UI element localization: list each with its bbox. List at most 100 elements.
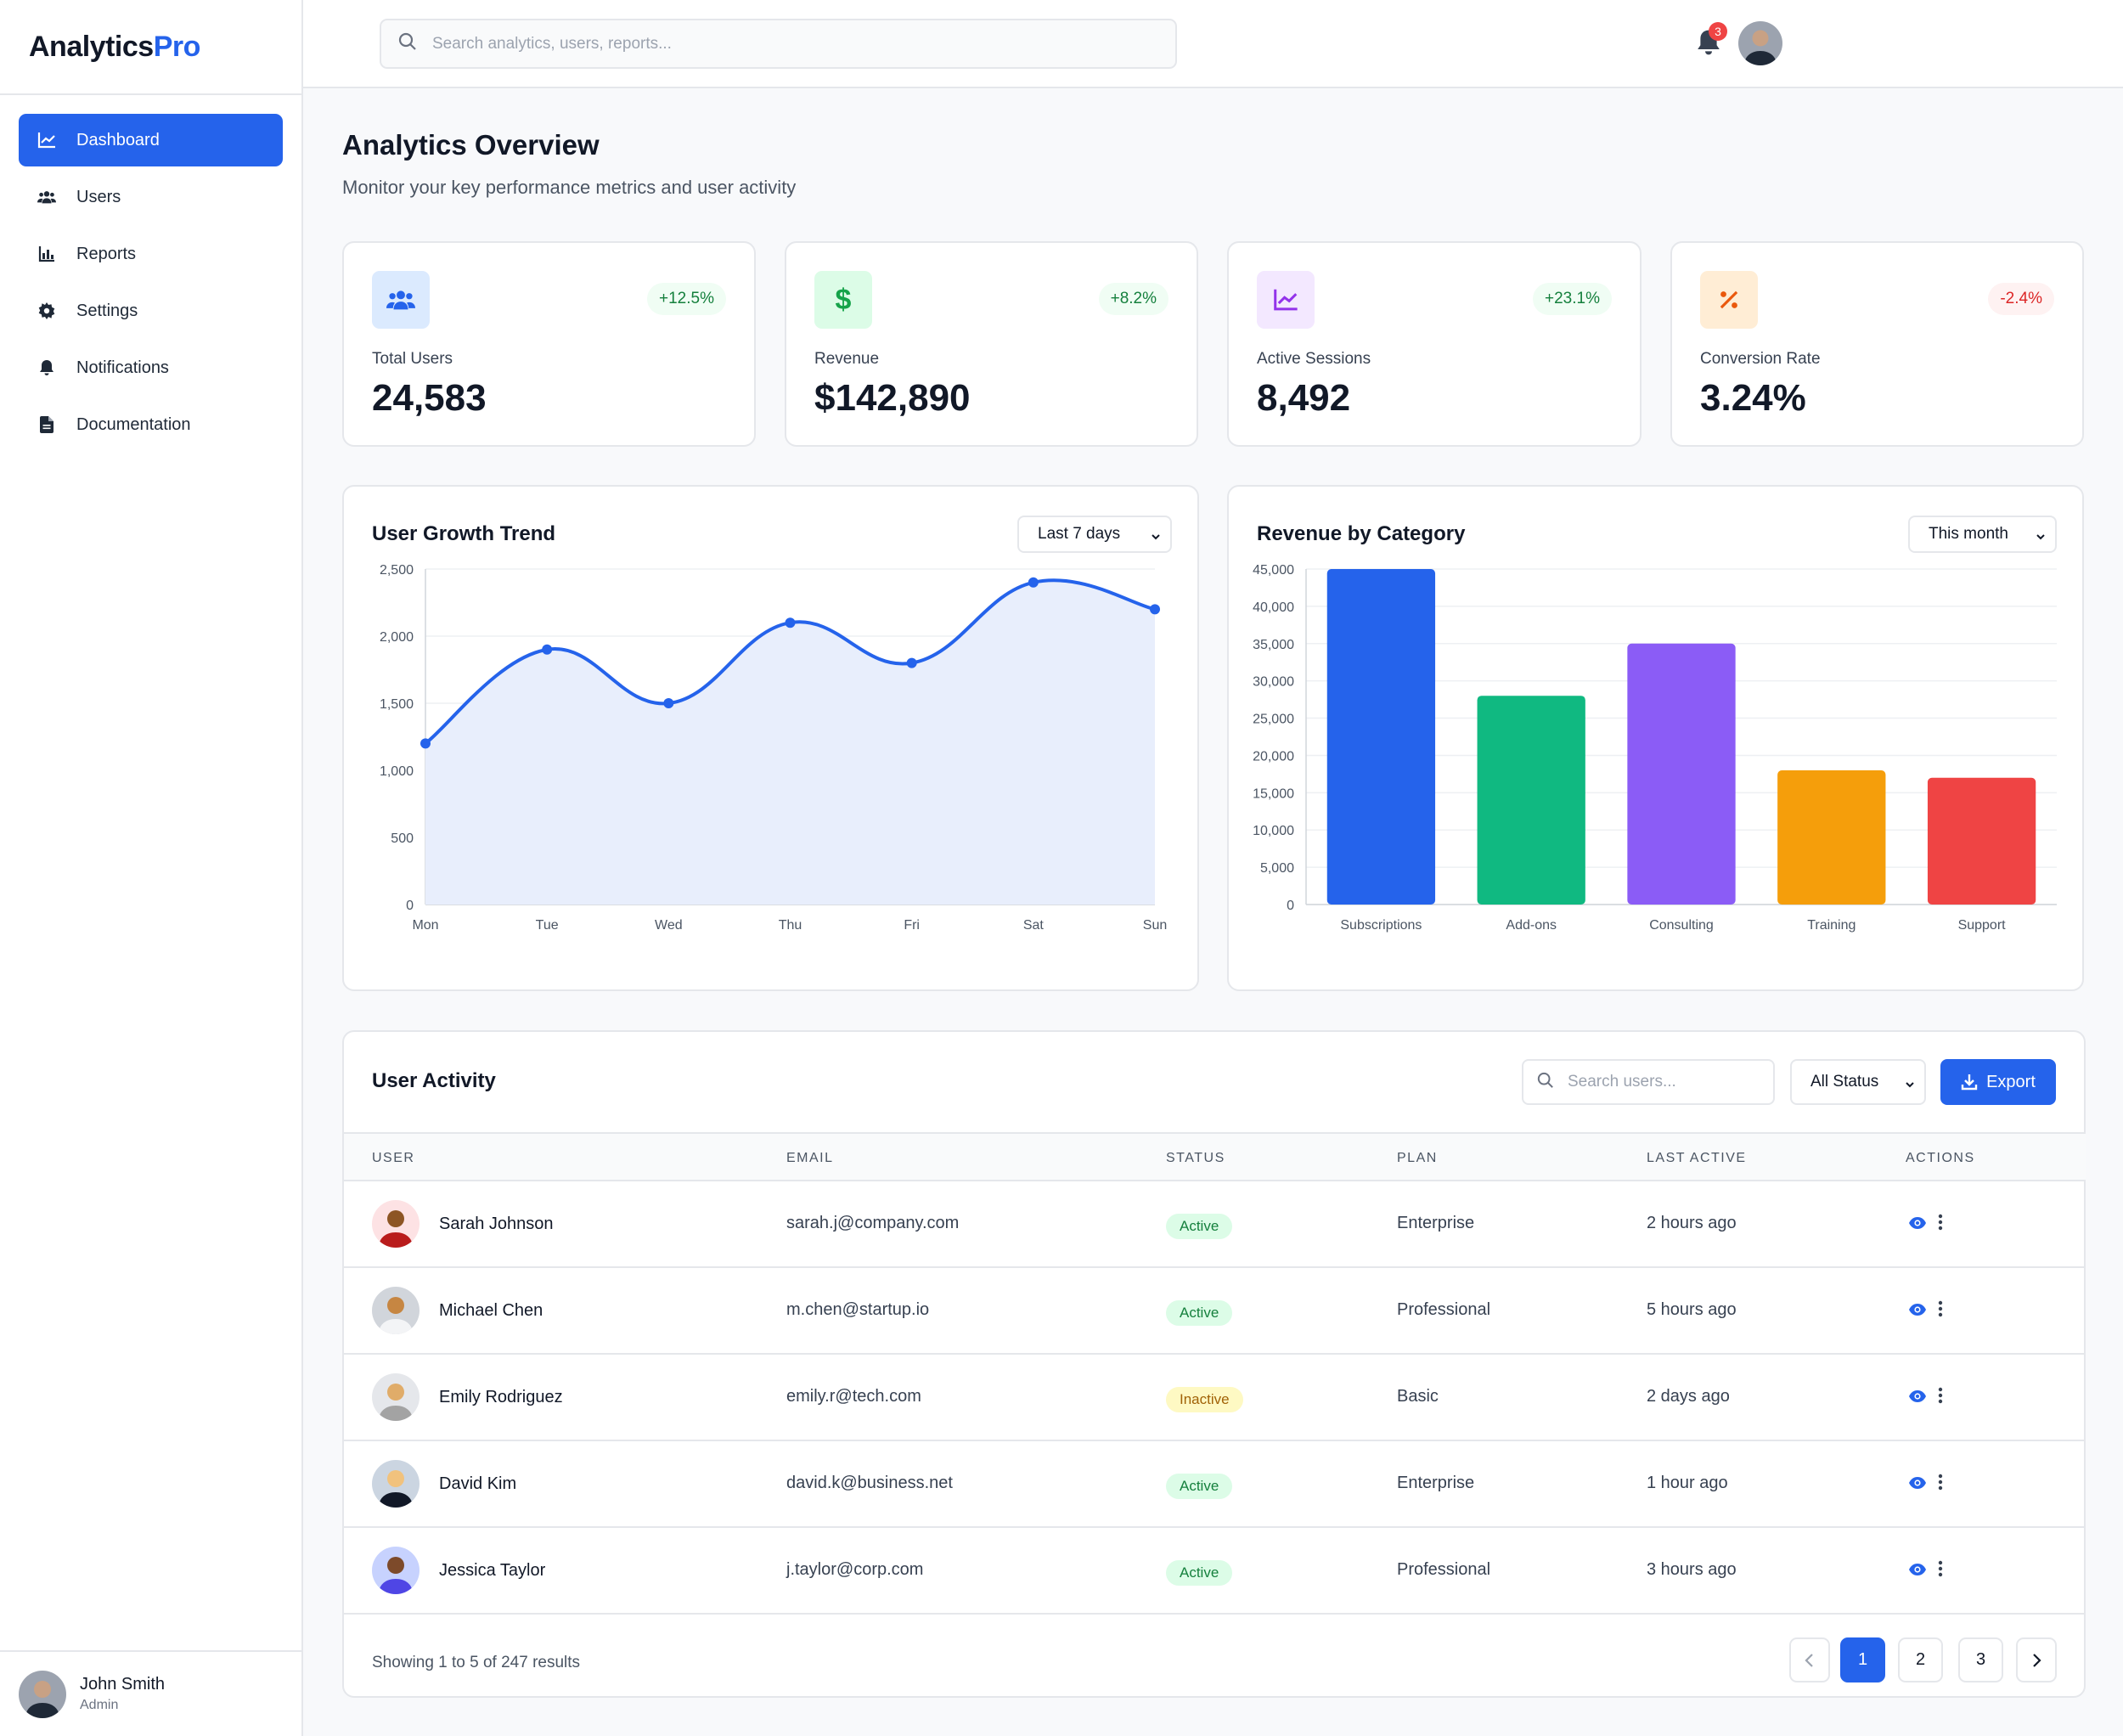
export-button[interactable]: Export (1940, 1059, 2056, 1105)
view-eye-icon[interactable] (1908, 1475, 1927, 1495)
page-subtitle: Monitor your key performance metrics and… (342, 177, 797, 198)
last-active: 5 hours ago (1647, 1300, 1737, 1319)
y-tick-label: 40,000 (1253, 600, 1294, 615)
bar[interactable] (1326, 569, 1436, 905)
user-search-input[interactable] (1568, 1073, 1763, 1091)
user-plan: Enterprise (1397, 1214, 1475, 1232)
stat-label: Revenue (814, 350, 880, 368)
x-tick-label: Add-ons (1506, 918, 1557, 933)
data-point[interactable] (906, 657, 917, 668)
sidebar-item-label: Settings (76, 301, 138, 320)
user-avatar-menu[interactable] (1738, 21, 1782, 65)
sidebar-item-notifications[interactable]: Notifications (19, 341, 283, 394)
data-point[interactable] (542, 644, 553, 655)
bell-icon (37, 358, 56, 377)
user-name: John Smith (80, 1675, 166, 1694)
view-eye-icon[interactable] (1908, 1562, 1927, 1581)
sidebar-item-label: Users (76, 187, 121, 206)
users-icon (37, 188, 56, 206)
pagination-page-1[interactable]: 1 (1840, 1637, 1885, 1682)
view-eye-icon[interactable] (1908, 1389, 1927, 1408)
sidebar-item-settings[interactable]: Settings (19, 285, 283, 337)
stat-label: Total Users (372, 350, 453, 368)
more-vertical-icon[interactable] (1938, 1387, 1943, 1408)
chart-line-icon (37, 131, 56, 149)
more-vertical-icon[interactable] (1938, 1300, 1943, 1322)
sidebar-user[interactable]: John Smith Admin (0, 1650, 301, 1736)
more-vertical-icon[interactable] (1938, 1214, 1943, 1235)
search-icon (1537, 1072, 1554, 1093)
column-header-user[interactable]: USER (372, 1151, 415, 1165)
more-vertical-icon[interactable] (1938, 1474, 1943, 1495)
sidebar-item-documentation[interactable]: Documentation (19, 398, 283, 451)
status-badge: Active (1166, 1300, 1233, 1326)
change-badge: +8.2% (1098, 283, 1168, 315)
table-row[interactable]: Michael Chen m.chen@startup.io Active Pr… (344, 1268, 2086, 1355)
search-icon (398, 32, 417, 55)
table-title: User Activity (372, 1069, 496, 1092)
data-point[interactable] (420, 738, 431, 749)
column-header-last-active[interactable]: LAST ACTIVE (1647, 1151, 1747, 1165)
status-badge: Active (1166, 1214, 1233, 1239)
view-eye-icon[interactable] (1908, 1302, 1927, 1322)
status-badge: Active (1166, 1560, 1233, 1586)
y-tick-label: 2,000 (380, 630, 414, 645)
user-name: David Kim (439, 1474, 517, 1493)
logo-accent: Pro (153, 30, 201, 63)
view-eye-icon[interactable] (1908, 1215, 1927, 1235)
user-name: Emily Rodriguez (439, 1387, 563, 1406)
status-badge: Active (1166, 1474, 1233, 1499)
pagination-page-3[interactable]: 3 (1958, 1637, 2003, 1682)
table-row[interactable]: Jessica Taylor j.taylor@corp.com Active … (344, 1528, 2086, 1615)
x-tick-label: Training (1807, 918, 1856, 933)
select-value: This month (1929, 525, 2008, 543)
more-vertical-icon[interactable] (1938, 1560, 1943, 1581)
y-tick-label: 20,000 (1253, 749, 1294, 764)
table-row[interactable]: Emily Rodriguez emily.r@tech.com Inactiv… (344, 1355, 2086, 1441)
bar[interactable] (1777, 770, 1886, 905)
data-point[interactable] (1028, 577, 1039, 588)
date-range-select[interactable]: Last 7 days (1017, 516, 1172, 553)
global-search[interactable] (380, 19, 1177, 69)
table-row[interactable]: Sarah Johnson sarah.j@company.com Active… (344, 1181, 2086, 1268)
last-active: 1 hour ago (1647, 1474, 1728, 1492)
bar-chart: 0 5,000 10,000 15,000 20,000 25,000 30,000 35,0… (1253, 565, 2057, 933)
user-search[interactable] (1522, 1059, 1775, 1105)
stat-value: 3.24% (1700, 377, 1806, 419)
x-tick-label: Sat (1023, 918, 1045, 933)
data-point[interactable] (663, 698, 674, 708)
line-chart: 0 500 1,000 1,500 2,000 2,500 Mon Tue Wed Thu Fri S… (380, 565, 1167, 933)
revenue-by-category-chart-card: Revenue by Category This month 0 5,000 10,… (1227, 485, 2084, 991)
sidebar-item-reports[interactable]: Reports (19, 228, 283, 280)
avatar (372, 1460, 420, 1508)
sidebar-item-dashboard[interactable]: Dashboard (19, 114, 283, 166)
status-filter-select[interactable]: All Status (1790, 1059, 1926, 1105)
pagination-next-button[interactable] (2016, 1637, 2057, 1682)
sidebar-item-users[interactable]: Users (19, 171, 283, 223)
y-tick-label: 10,000 (1253, 824, 1294, 838)
avatar (372, 1547, 420, 1594)
bar[interactable] (1927, 777, 2036, 905)
dollar-icon: $ (814, 271, 872, 329)
stat-label: Conversion Rate (1700, 350, 1821, 368)
column-header-plan[interactable]: PLAN (1397, 1151, 1438, 1165)
search-input[interactable] (432, 34, 1112, 54)
chart-title: User Growth Trend (372, 522, 556, 545)
pagination-prev-button[interactable] (1789, 1637, 1830, 1682)
period-select[interactable]: This month (1908, 516, 2057, 553)
table-row[interactable]: David Kim david.k@business.net Active En… (344, 1441, 2086, 1528)
x-tick-label: Consulting (1649, 918, 1714, 933)
export-label: Export (1986, 1072, 2036, 1091)
last-active: 2 hours ago (1647, 1214, 1737, 1232)
bar[interactable] (1627, 643, 1736, 905)
percent-icon (1700, 271, 1758, 329)
y-tick-label: 15,000 (1253, 786, 1294, 801)
column-header-email[interactable]: EMAIL (786, 1151, 834, 1165)
bar[interactable] (1477, 696, 1585, 905)
pagination-page-2[interactable]: 2 (1898, 1637, 1943, 1682)
app-logo[interactable]: Analytics Pro (0, 0, 301, 95)
data-point[interactable] (1150, 604, 1160, 615)
notification-count-badge: 3 (1709, 22, 1727, 41)
data-point[interactable] (785, 617, 796, 628)
column-header-status[interactable]: STATUS (1166, 1151, 1225, 1165)
